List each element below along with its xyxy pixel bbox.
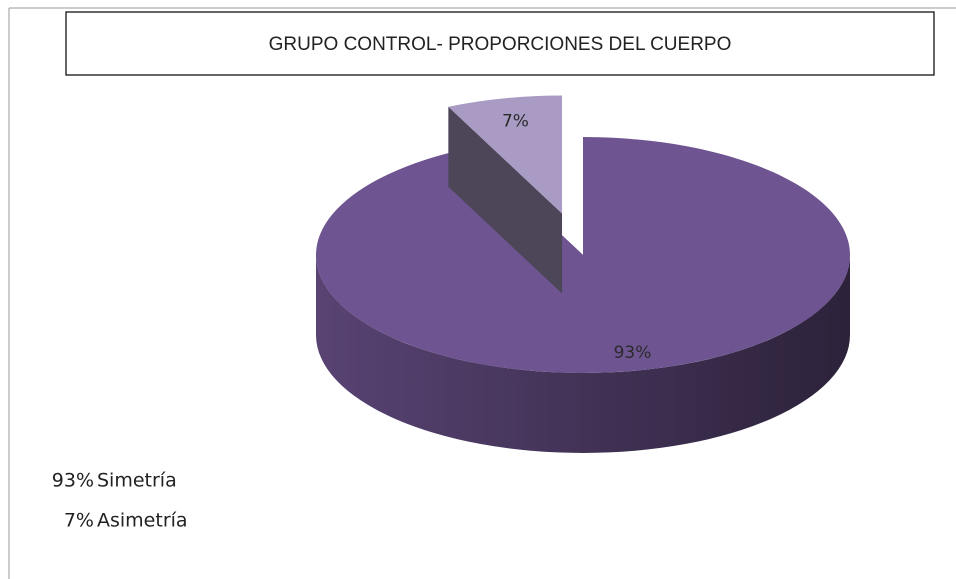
slice: 93% bbox=[316, 137, 851, 453]
slice: 7% bbox=[448, 95, 563, 294]
slice-top bbox=[448, 95, 563, 214]
legend-value: 7% bbox=[64, 510, 94, 532]
slice-side bbox=[316, 255, 850, 453]
slice-wall bbox=[448, 106, 563, 294]
legend: 93% Simetría 7% Asimetría bbox=[52, 470, 188, 532]
pie: 93% 7% bbox=[316, 95, 851, 453]
legend-label: Simetría bbox=[97, 470, 177, 492]
value-label: 7% bbox=[502, 111, 529, 131]
title-box bbox=[65, 11, 935, 76]
slice-top bbox=[316, 137, 851, 374]
legend-value: 93% bbox=[52, 470, 94, 492]
value-label: 93% bbox=[614, 343, 652, 363]
legend-label: Asimetría bbox=[97, 510, 188, 532]
chart-title: GRUPO CONTROL- PROPORCIONES DEL CUERPO bbox=[269, 34, 732, 55]
